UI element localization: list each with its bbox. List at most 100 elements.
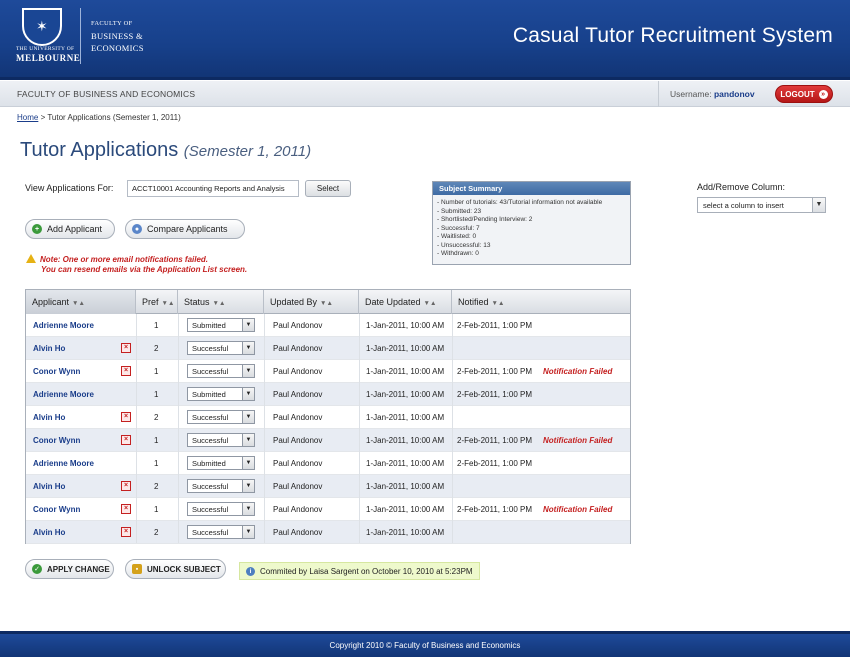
table-row: Alvin Ho × 2 Successful ▼ Paul Andonov 1-Jan-2… (26, 406, 630, 429)
notified-value: 2-Feb-2011, 1:00 PM (457, 367, 533, 376)
delete-x-icon[interactable]: × (121, 412, 131, 422)
status-select[interactable]: Successful ▼ (187, 433, 255, 447)
status-select[interactable]: Successful ▼ (187, 525, 255, 539)
column-header-status[interactable]: Status ▼▲ (178, 290, 264, 314)
faculty-line-2: BUSINESS & (91, 31, 143, 41)
info-icon: i (246, 566, 255, 576)
subject-input[interactable]: ACCT10001 Accounting Reports and Analysi… (127, 180, 299, 197)
delete-x-icon[interactable]: × (121, 481, 131, 491)
arrow-right-circle-icon: » (818, 89, 828, 99)
status-select[interactable]: Successful ▼ (187, 364, 255, 378)
column-header-notified[interactable]: Notified ▼▲ (458, 297, 505, 307)
status-select[interactable]: Submitted ▼ (187, 456, 255, 470)
table-row: Conor Wynn × 1 Successful ▼ Paul Andonov 1-Jan… (26, 498, 630, 521)
updated-by-value: Paul Andonov (273, 367, 323, 376)
status-select[interactable]: Submitted ▼ (187, 318, 255, 332)
page-footer: Copyright 2010 © Faculty of Business and… (0, 631, 850, 657)
column-header-pref[interactable]: Pref ▼▲ (136, 290, 178, 314)
applicant-name-link[interactable]: Conor Wynn (33, 436, 81, 445)
status-select[interactable]: Successful ▼ (187, 341, 255, 355)
notified-value: 2-Feb-2011, 1:00 PM (457, 505, 533, 514)
date-updated-value: 1-Jan-2011, 10:00 AM (366, 390, 445, 399)
table-row: Conor Wynn × 1 Successful ▼ Paul Andonov 1-Jan… (26, 360, 630, 383)
table-header: Applicant ▼▲ Pref ▼▲ Status ▼▲ Updated By ▼▲… (26, 290, 630, 314)
subject-summary-panel: Subject Summary - Number of tutorials: 4… (432, 181, 631, 265)
status-value: Successful (192, 482, 229, 491)
system-title: Casual Tutor Recruitment System (512, 24, 833, 47)
unlock-subject-label: UNLOCK SUBJECT (147, 564, 221, 574)
applicant-name-link[interactable]: Alvin Ho (33, 482, 66, 491)
table-row: Adrienne Moore 1 Submitted ▼ Paul Andonov 1-J… (26, 383, 630, 406)
updated-by-value: Paul Andonov (273, 321, 323, 330)
applicant-name-link[interactable]: Alvin Ho (33, 344, 66, 353)
warning-line-1: Note: One or more email notifications fa… (40, 255, 209, 264)
updated-by-value: Paul Andonov (273, 482, 323, 491)
compare-applicants-label: Compare Applicants (147, 224, 228, 234)
chevron-down-icon: ▼ (242, 319, 254, 331)
status-value: Successful (192, 413, 229, 422)
column-header-date-updated[interactable]: Date Updated ▼▲ (359, 290, 452, 314)
applicant-name-link[interactable]: Conor Wynn (33, 367, 81, 376)
delete-x-icon[interactable]: × (121, 366, 131, 376)
updated-by-value: Paul Andonov (273, 436, 323, 445)
plus-circle-icon: + (32, 224, 42, 234)
apply-change-button[interactable]: ✓ APPLY CHANGE (25, 559, 114, 579)
column-select[interactable]: select a column to insert ▼ (697, 197, 826, 213)
username-label: Username: (670, 89, 712, 99)
updated-by-value: Paul Andonov (273, 344, 323, 353)
copyright-text: Copyright 2010 © Faculty of Business and… (329, 641, 521, 650)
logo-divider (80, 8, 81, 64)
delete-x-icon[interactable]: × (121, 435, 131, 445)
pref-value: 2 (154, 482, 159, 491)
status-select[interactable]: Successful ▼ (187, 502, 255, 516)
lock-icon: ▪ (132, 564, 142, 574)
subject-summary-title: Subject Summary (433, 182, 630, 195)
applicant-name-link[interactable]: Alvin Ho (33, 413, 66, 422)
notification-failed-label: Notification Failed (543, 436, 613, 445)
commit-text: Commited by Laisa Sargent on October 10,… (260, 566, 473, 576)
updated-by-value: Paul Andonov (273, 390, 323, 399)
logo-text-big: MELBOURNE (16, 53, 81, 63)
pref-value: 2 (154, 528, 159, 537)
pref-value: 1 (154, 367, 159, 376)
chevron-down-icon: ▼ (242, 457, 254, 469)
status-select[interactable]: Successful ▼ (187, 410, 255, 424)
column-header-applicant[interactable]: Applicant ▼▲ (26, 290, 136, 314)
chevron-down-icon: ▼ (242, 411, 254, 423)
university-crest-icon: ✶ (22, 8, 62, 46)
notification-failed-label: Notification Failed (543, 505, 613, 514)
unlock-subject-button[interactable]: ▪ UNLOCK SUBJECT (125, 559, 226, 579)
university-logo[interactable]: ✶ THE UNIVERSITY OF MELBOURNE FACULTY OF… (14, 6, 144, 66)
updated-by-value: Paul Andonov (273, 459, 323, 468)
applicant-name-link[interactable]: Adrienne Moore (33, 459, 94, 468)
date-updated-value: 1-Jan-2011, 10:00 AM (366, 436, 445, 445)
pref-value: 1 (154, 459, 159, 468)
date-updated-value: 1-Jan-2011, 10:00 AM (366, 413, 445, 422)
column-header-updated-by[interactable]: Updated By ▼▲ (264, 290, 359, 314)
status-value: Submitted (192, 459, 226, 468)
status-select[interactable]: Submitted ▼ (187, 387, 255, 401)
status-value: Submitted (192, 321, 226, 330)
summary-item: - Number of tutorials: 43/Tutorial infor… (437, 199, 603, 206)
select-button[interactable]: Select (305, 180, 351, 197)
breadcrumb-home-link[interactable]: Home (17, 113, 39, 122)
applicant-name-link[interactable]: Adrienne Moore (33, 390, 94, 399)
delete-x-icon[interactable]: × (121, 343, 131, 353)
delete-x-icon[interactable]: × (121, 527, 131, 537)
applicant-name-link[interactable]: Adrienne Moore (33, 321, 94, 330)
notified-value: 2-Feb-2011, 1:00 PM (457, 459, 533, 468)
subbar-divider (658, 81, 659, 107)
add-applicant-button[interactable]: + Add Applicant (25, 219, 115, 239)
compare-applicants-button[interactable]: ● Compare Applicants (125, 219, 245, 239)
applicant-name-link[interactable]: Conor Wynn (33, 505, 81, 514)
status-select[interactable]: Successful ▼ (187, 479, 255, 493)
pref-value: 1 (154, 436, 159, 445)
applicant-name-link[interactable]: Alvin Ho (33, 528, 66, 537)
warning-triangle-icon (26, 254, 36, 263)
delete-x-icon[interactable]: × (121, 504, 131, 514)
logout-button[interactable]: LOGOUT » (775, 85, 833, 103)
chevron-down-icon: ▼ (242, 388, 254, 400)
pref-value: 2 (154, 413, 159, 422)
page-header: ✶ THE UNIVERSITY OF MELBOURNE FACULTY OF… (0, 0, 850, 80)
select-button-label: Select (316, 184, 340, 193)
